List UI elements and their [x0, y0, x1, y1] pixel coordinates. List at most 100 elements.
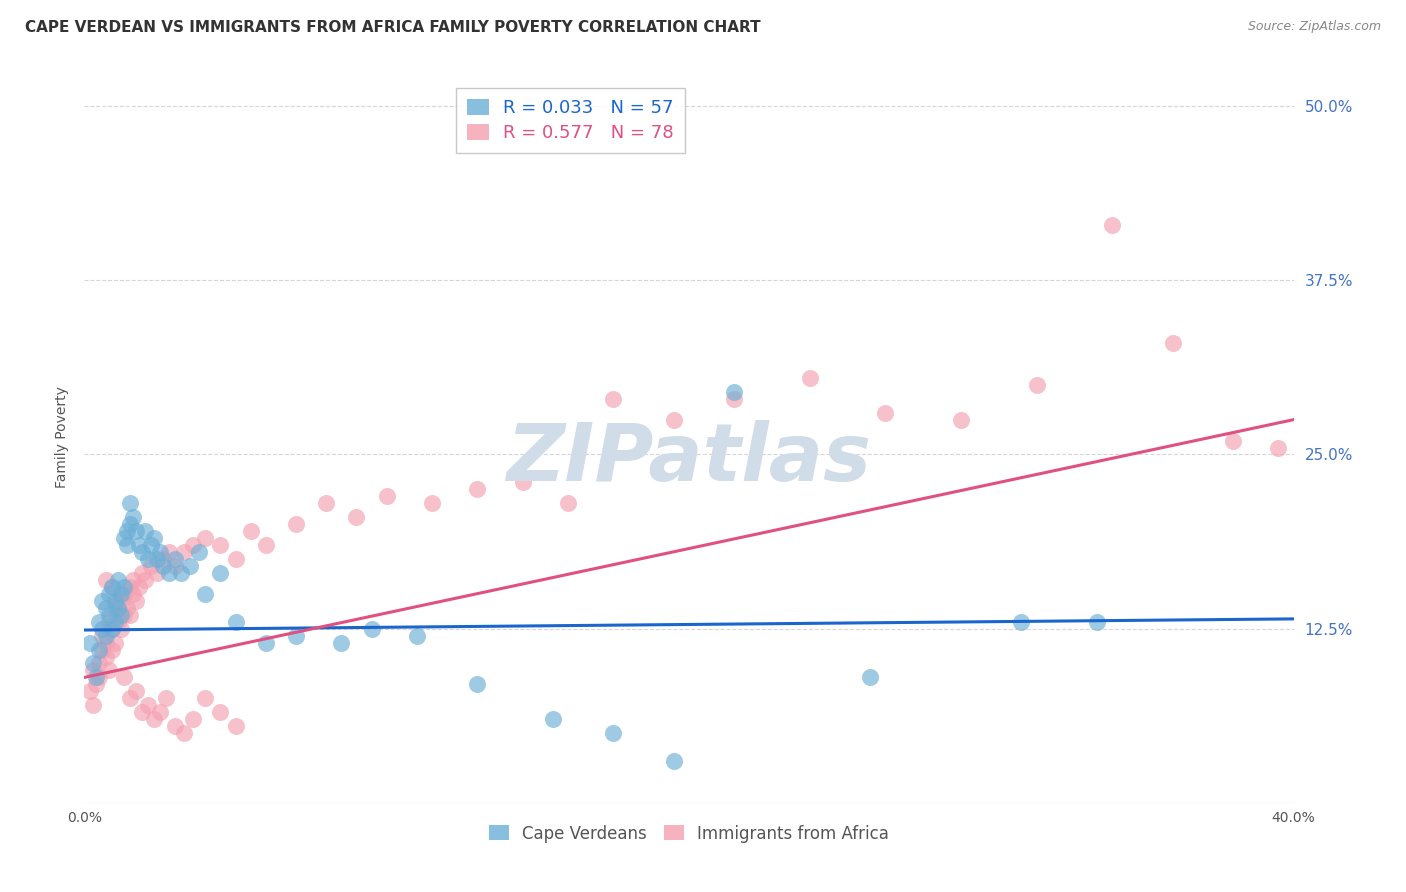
Point — [136, 552, 159, 566]
Point — [89, 657, 111, 671]
Point — [79, 635, 101, 649]
Point — [89, 615, 111, 629]
Point — [100, 642, 122, 657]
Point — [859, 670, 882, 684]
Point — [360, 622, 382, 636]
Point — [375, 489, 398, 503]
Point — [1222, 434, 1244, 448]
Point — [107, 600, 129, 615]
Point — [420, 496, 443, 510]
Point — [104, 600, 127, 615]
Point — [602, 392, 624, 406]
Point — [104, 615, 127, 629]
Point — [152, 558, 174, 573]
Point — [406, 629, 429, 643]
Point — [1161, 336, 1184, 351]
Point — [97, 664, 120, 678]
Point — [128, 580, 150, 594]
Point — [557, 496, 579, 510]
Point — [121, 510, 143, 524]
Point — [131, 545, 153, 559]
Point — [1101, 218, 1123, 232]
Point — [149, 545, 172, 559]
Point — [112, 531, 135, 545]
Text: ZIPatlas: ZIPatlas — [506, 420, 872, 498]
Point — [157, 566, 180, 580]
Point — [91, 642, 114, 657]
Point — [209, 566, 232, 580]
Point — [94, 600, 117, 615]
Point — [125, 684, 148, 698]
Point — [225, 719, 247, 733]
Point — [110, 622, 132, 636]
Point — [110, 594, 132, 608]
Point — [152, 552, 174, 566]
Point — [149, 705, 172, 719]
Point — [142, 531, 165, 545]
Point — [254, 635, 277, 649]
Point — [82, 657, 104, 671]
Point — [330, 635, 353, 649]
Point — [1267, 441, 1289, 455]
Point — [82, 698, 104, 713]
Point — [91, 594, 114, 608]
Point — [125, 524, 148, 538]
Point — [1025, 377, 1047, 392]
Point — [181, 712, 204, 726]
Point — [181, 538, 204, 552]
Point — [188, 545, 211, 559]
Point — [209, 538, 232, 552]
Point — [142, 712, 165, 726]
Point — [315, 496, 337, 510]
Point — [131, 566, 153, 580]
Point — [173, 545, 195, 559]
Y-axis label: Family Poverty: Family Poverty — [55, 386, 69, 488]
Point — [662, 754, 685, 768]
Point — [121, 587, 143, 601]
Point — [139, 538, 162, 552]
Point — [285, 629, 308, 643]
Point — [89, 642, 111, 657]
Point — [91, 622, 114, 636]
Point — [467, 483, 489, 497]
Point — [110, 607, 132, 622]
Point — [139, 558, 162, 573]
Point — [194, 587, 217, 601]
Point — [662, 412, 685, 426]
Point — [79, 684, 101, 698]
Point — [100, 580, 122, 594]
Point — [94, 573, 117, 587]
Point — [285, 517, 308, 532]
Point — [165, 558, 187, 573]
Point — [94, 649, 117, 664]
Point — [97, 587, 120, 601]
Point — [950, 412, 973, 426]
Point — [82, 664, 104, 678]
Point — [128, 538, 150, 552]
Point — [118, 580, 141, 594]
Point — [225, 615, 247, 629]
Point — [131, 705, 153, 719]
Point — [107, 594, 129, 608]
Point — [94, 635, 117, 649]
Point — [112, 587, 135, 601]
Point — [118, 607, 141, 622]
Point — [112, 670, 135, 684]
Point — [875, 406, 897, 420]
Point — [97, 615, 120, 629]
Point — [146, 566, 169, 580]
Point — [1011, 615, 1033, 629]
Point — [104, 594, 127, 608]
Point — [100, 622, 122, 636]
Point — [115, 538, 138, 552]
Point — [239, 524, 262, 538]
Point — [121, 573, 143, 587]
Point — [115, 600, 138, 615]
Point — [179, 558, 201, 573]
Point — [346, 510, 368, 524]
Point — [86, 670, 108, 684]
Point — [541, 712, 564, 726]
Point — [134, 573, 156, 587]
Point — [86, 677, 108, 691]
Legend: Cape Verdeans, Immigrants from Africa: Cape Verdeans, Immigrants from Africa — [482, 818, 896, 849]
